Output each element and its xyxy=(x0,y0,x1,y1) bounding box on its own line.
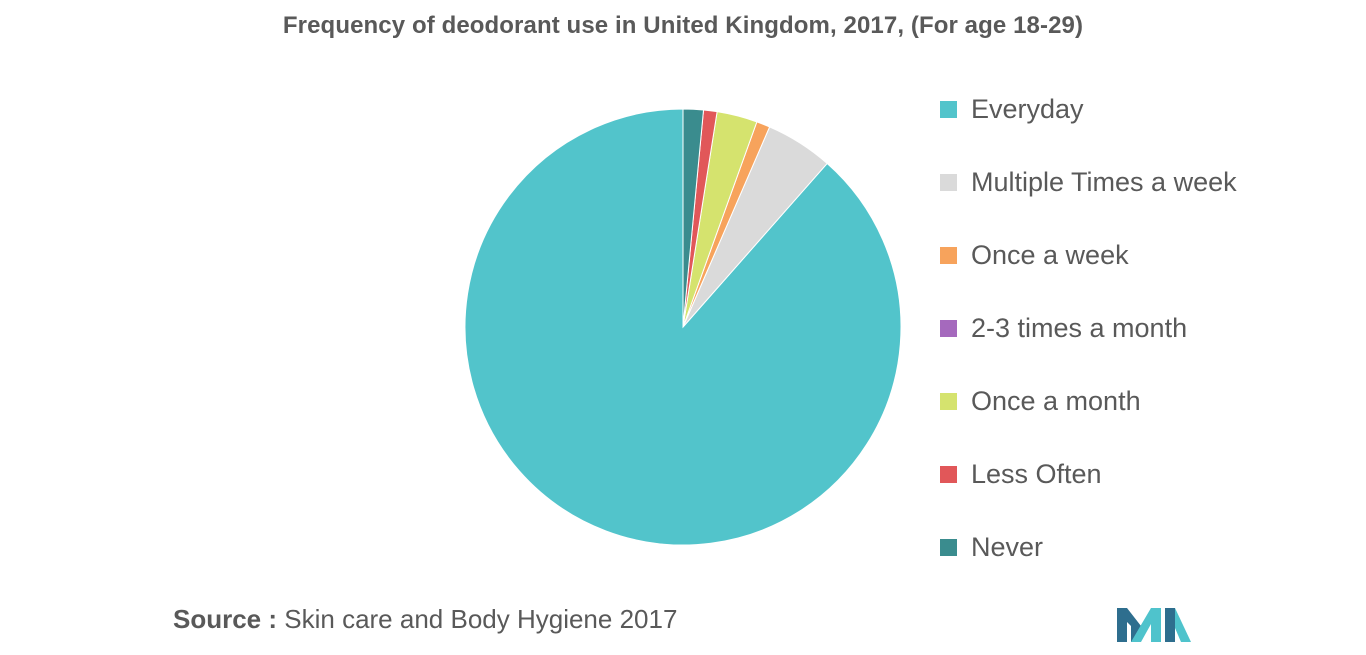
legend-swatch xyxy=(940,539,957,556)
pie-slice-never xyxy=(682,108,705,328)
legend-label: Once a week xyxy=(971,240,1129,270)
mordor-intelligence-logo-icon xyxy=(1117,608,1191,642)
legend-swatch xyxy=(940,174,957,191)
legend-label: Less Often xyxy=(971,459,1102,489)
chart-title: Frequency of deodorant use in United Kin… xyxy=(282,12,1084,39)
legend-swatch xyxy=(940,320,957,337)
legend-item-everyday: Everyday xyxy=(940,88,1237,161)
pie-chart xyxy=(464,108,902,546)
legend-swatch xyxy=(940,466,957,483)
legend-label: Once a month xyxy=(971,386,1141,416)
legend-label: Multiple Times a week xyxy=(971,167,1237,197)
source-label: Source : xyxy=(173,604,278,634)
legend-label: Everyday xyxy=(971,94,1084,124)
source-text: Skin care and Body Hygiene 2017 xyxy=(284,604,678,634)
source-note: Source : Skin care and Body Hygiene 2017 xyxy=(173,604,677,635)
legend-item-never: Never xyxy=(940,526,1237,599)
legend-label: 2-3 times a month xyxy=(971,313,1188,343)
legend-item-once-a-month: Once a month xyxy=(940,380,1237,453)
legend-item-less-often: Less Often xyxy=(940,453,1237,526)
legend: Everyday Multiple Times a week Once a week… xyxy=(940,88,1237,599)
legend-label: Never xyxy=(971,532,1044,562)
legend-item-2-3-times-a-month: 2-3 times a month xyxy=(940,307,1237,380)
legend-swatch xyxy=(940,101,957,118)
legend-item-multiple-times-a-week: Multiple Times a week xyxy=(940,161,1237,234)
legend-swatch xyxy=(940,247,957,264)
legend-swatch xyxy=(940,393,957,410)
legend-item-once-a-week: Once a week xyxy=(940,234,1237,307)
